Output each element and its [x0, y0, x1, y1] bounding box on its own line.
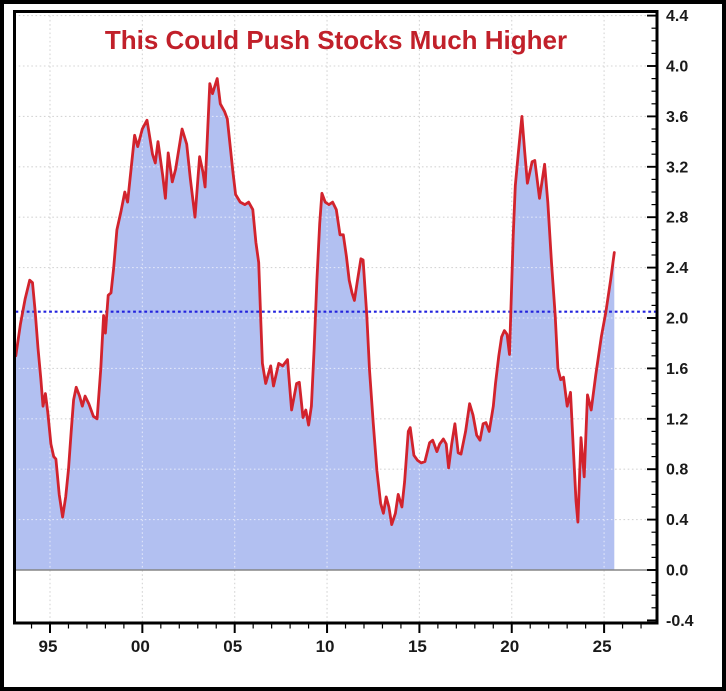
x-tick-label: 25 [593, 637, 612, 656]
y-tick-label: 0.0 [666, 563, 688, 580]
chart-title: This Could Push Stocks Much Higher [104, 25, 568, 55]
data-line [14, 77, 616, 526]
x-tick-label: 20 [500, 637, 519, 656]
x-tick-label: 00 [131, 637, 150, 656]
x-tick-label: 15 [408, 637, 427, 656]
y-tick-label: 4.4 [666, 8, 688, 25]
x-tick-label: 95 [39, 637, 58, 656]
y-tick-label: -0.4 [666, 613, 694, 630]
area-fill [15, 78, 615, 570]
x-axis: 95 00 05 10 15 20 25 [30, 623, 642, 656]
y-tick-label: 1.6 [666, 361, 688, 378]
y-tick-label: 2.0 [666, 311, 688, 328]
y-tick-label: 3.6 [666, 109, 688, 126]
y-tick-label: 0.8 [666, 462, 688, 479]
y-tick-label: 1.2 [666, 411, 688, 428]
y-tick-label: 2.8 [666, 210, 688, 227]
y-axis: -0.4 0.0 0.4 0.8 1.2 1.6 2.0 2.4 2.8 3.2 3.6 4.0 4.4 [647, 8, 694, 630]
y-tick-label: 4.0 [666, 59, 688, 76]
x-tick-label: 05 [223, 637, 242, 656]
x-tick-label: 10 [316, 637, 335, 656]
y-tick-label: 0.4 [666, 512, 688, 529]
y-tick-label: 2.4 [666, 260, 688, 277]
y-tick-label: 3.2 [666, 159, 688, 176]
